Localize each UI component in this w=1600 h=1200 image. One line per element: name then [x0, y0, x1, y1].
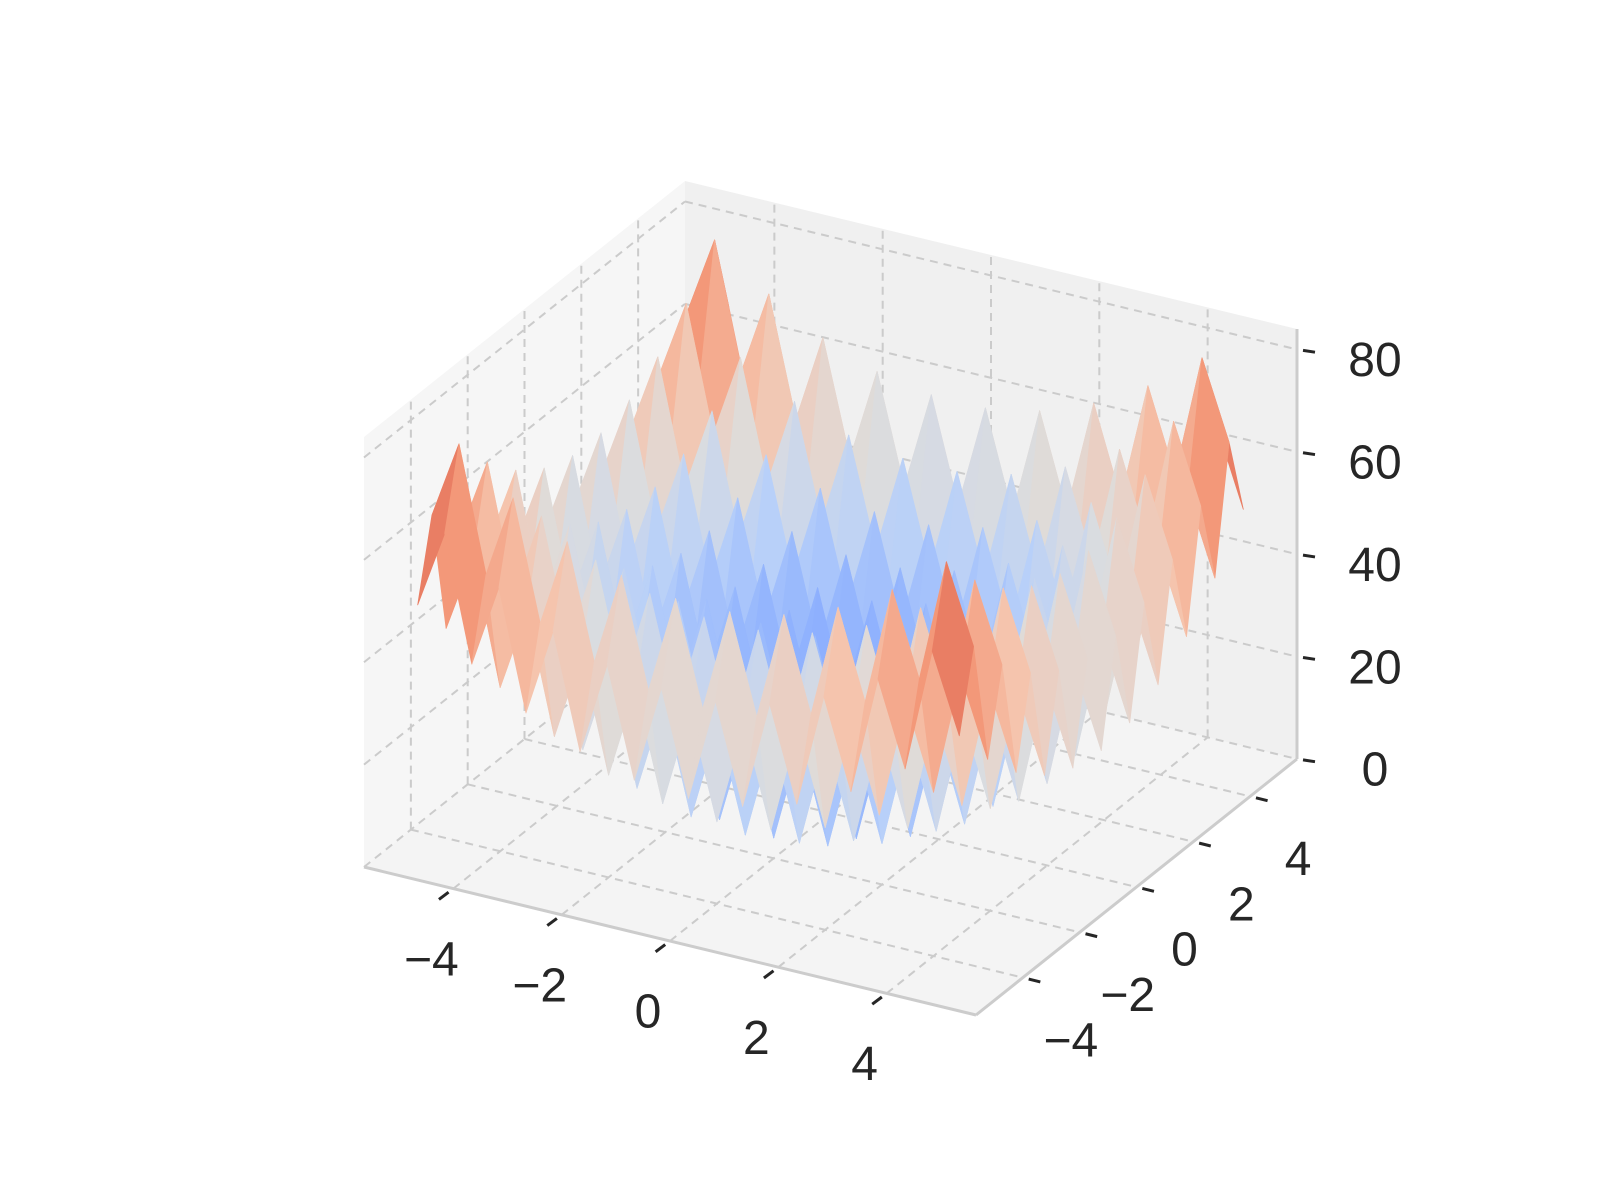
surface-patch — [931, 561, 974, 737]
x-tick-label: 2 — [743, 1012, 770, 1065]
tick-mark — [1028, 977, 1041, 984]
grid-line — [363, 200, 686, 459]
tick-mark — [1302, 758, 1316, 764]
tick-mark — [546, 917, 558, 927]
tick-mark — [1198, 841, 1212, 848]
z-tick-label: 20 — [1348, 641, 1401, 694]
tick-mark — [438, 891, 450, 901]
y-tick-label: −2 — [1100, 969, 1155, 1022]
x-tick-label: 0 — [635, 986, 662, 1039]
z-tick-label: 60 — [1348, 437, 1401, 490]
x-tick-label: 4 — [851, 1038, 878, 1091]
tick-mark — [654, 943, 667, 953]
x-tick-label: −4 — [404, 933, 459, 986]
tick-mark — [1302, 656, 1316, 661]
axis-line — [363, 865, 977, 1017]
x-tick-label: −2 — [512, 959, 567, 1012]
tick-mark — [871, 995, 883, 1006]
tick-mark — [1302, 451, 1316, 457]
y-tick-label: 2 — [1228, 878, 1255, 931]
tick-mark — [1141, 886, 1155, 893]
grid-line — [467, 783, 1080, 934]
axis-line — [975, 757, 1298, 1017]
grid-line — [363, 303, 686, 561]
y-tick-label: 0 — [1171, 924, 1198, 977]
y-tick-label: −4 — [1044, 1014, 1099, 1067]
grid-line — [886, 736, 1209, 995]
z-tick-label: 80 — [1348, 334, 1401, 387]
tick-mark — [1255, 796, 1268, 803]
y-tick-label: 4 — [1285, 833, 1312, 886]
grid-line — [684, 200, 1298, 351]
tick-mark — [1302, 348, 1316, 354]
z-tick-label: 0 — [1362, 744, 1389, 797]
tick-mark — [1302, 553, 1316, 559]
grid-line — [410, 828, 1024, 979]
z-tick-label: 40 — [1348, 539, 1401, 592]
tick-mark — [763, 969, 775, 980]
tick-mark — [1085, 932, 1098, 939]
